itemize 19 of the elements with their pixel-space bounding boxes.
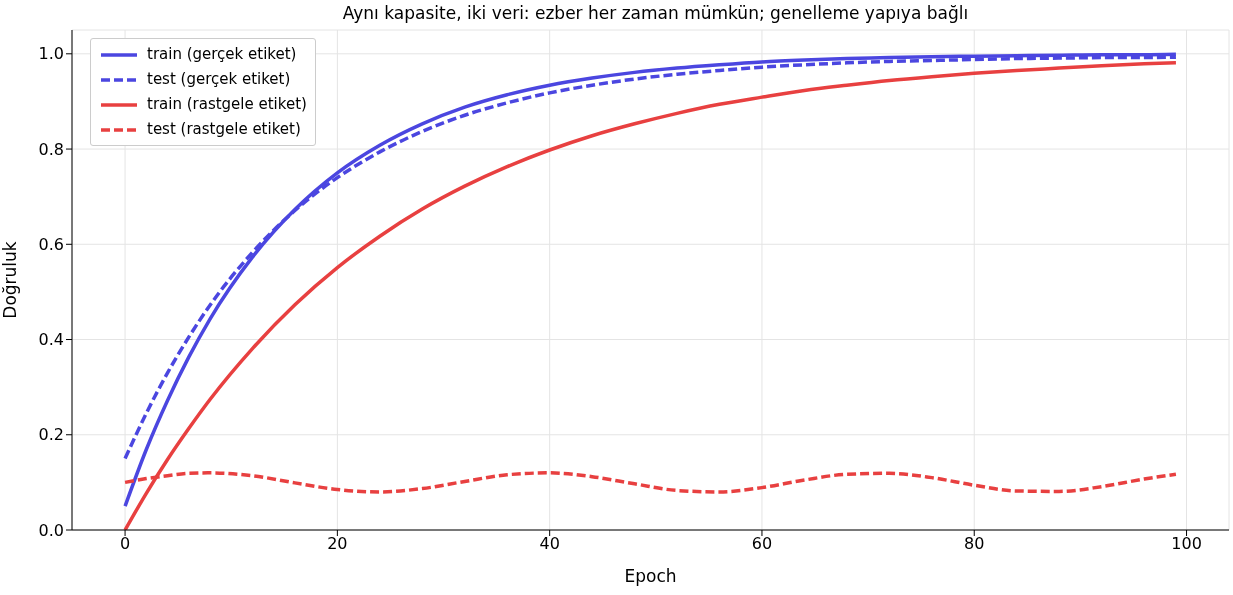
x-tick-label: 0 [119,534,131,554]
x-tick-label: 100 [1171,534,1202,554]
legend-label: test (gerçek etiket) [147,69,291,90]
x-tick-label: 80 [964,534,985,554]
x-axis-title: Epoch [624,566,677,586]
x-tick-label: 60 [751,534,773,554]
y-axis-title: Doğruluk [0,241,21,319]
y-tick-label: 0.0 [38,520,64,540]
y-tick-label: 0.6 [38,234,64,254]
chart-title: Aynı kapasite, iki veri: ezber her zaman mümkün; genelleme yapıya bağlı [341,3,970,23]
y-tick-label: 1.0 [38,44,64,64]
x-tick-label: 40 [539,534,560,554]
y-tick-label: 0.2 [38,425,64,445]
y-tick-label: 0.8 [38,139,64,159]
x-tick-label: 20 [327,534,348,554]
legend-label: train (gerçek etiket) [147,44,297,65]
legend-label: train (rastgele etiket) [147,94,307,115]
y-tick-label: 0.4 [38,330,64,350]
legend-label: test (rastgele etiket) [147,119,301,140]
